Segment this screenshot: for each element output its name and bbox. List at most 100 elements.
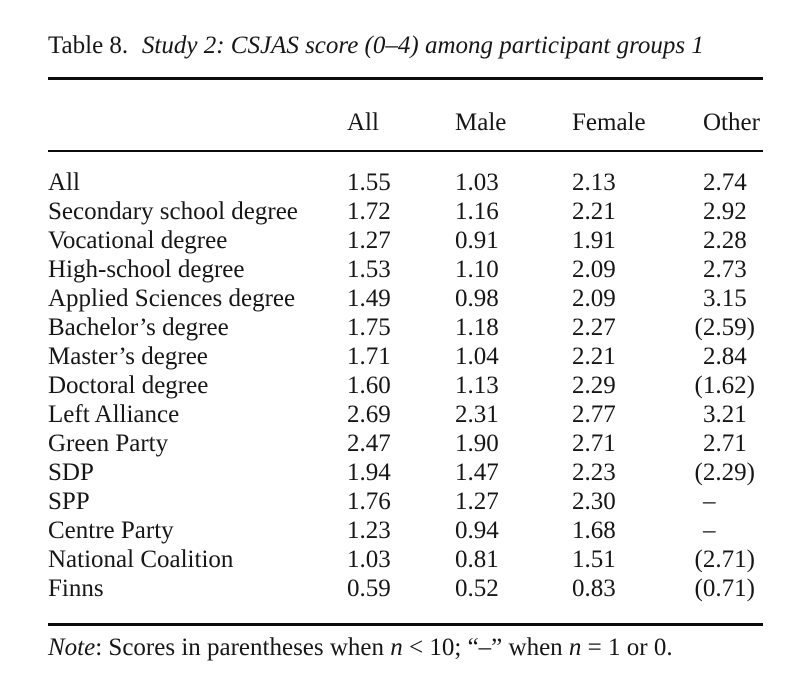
score-cell: 2.71 [703,430,747,457]
row-label: Bachelor’s degree [48,314,229,341]
score-cell: 1.10 [455,256,499,283]
score-cell: 0.81 [455,546,499,573]
table-header-row: All Male Female Other [48,78,763,152]
table-row: High-school degree 1.53 1.10 2.09 2.73 [48,255,763,284]
score-cell: 2.77 [572,401,616,428]
score-cell: 0.59 [347,575,391,602]
row-label: SDP [48,459,94,486]
score-cell: 1.71 [347,343,391,370]
score-cell: 1.04 [455,343,499,370]
score-cell: 1.76 [347,488,391,515]
table-row: Left Alliance 2.69 2.31 2.77 3.21 [48,400,763,429]
row-label: All [48,169,80,196]
score-cell: 1.23 [347,517,391,544]
row-label: High-school degree [48,256,245,283]
score-cell: 2.21 [572,198,616,225]
score-cell: 2.09 [572,285,616,312]
score-cell: – [703,488,716,515]
row-label: National Coalition [48,546,234,573]
table-row: SPP 1.76 1.27 2.30 – [48,487,763,516]
score-cell: – [703,517,716,544]
table-row: Bachelor’s degree 1.75 1.18 2.27 (2.59) [48,313,763,342]
score-cell: 1.47 [455,459,499,486]
score-cell: (2.29) [694,459,755,486]
score-cell: 2.31 [455,401,499,428]
row-label: Vocational degree [48,227,228,254]
score-cell: 1.94 [347,459,391,486]
note-italic-text: Note [48,634,96,661]
score-cell: 1.75 [347,314,391,341]
table-row: Doctoral degree 1.60 1.13 2.29 (1.62) [48,371,763,400]
score-table: All Male Female Other All 1.55 1.03 2.13 2.74 Se… [48,77,763,626]
table-row: Secondary school degree 1.72 1.16 2.21 2.92 [48,197,763,226]
score-cell: 1.03 [347,546,391,573]
score-cell: 2.28 [703,227,747,254]
row-label: Master’s degree [48,343,208,370]
table-row: Applied Sciences degree 1.49 0.98 2.09 3.15 [48,284,763,313]
score-cell: 1.18 [455,314,499,341]
row-label: SPP [48,488,90,515]
table-row: Centre Party 1.23 0.94 1.68 – [48,516,763,545]
score-cell: 1.68 [572,517,616,544]
score-cell: 1.72 [347,198,391,225]
note-italic-text: n [568,634,582,661]
score-cell: 2.71 [572,430,616,457]
score-cell: 1.55 [347,169,391,196]
table-row: Finns 0.59 0.52 0.83 (0.71) [48,574,763,625]
row-label: Applied Sciences degree [48,285,296,312]
table-row: Master’s degree 1.71 1.04 2.21 2.84 [48,342,763,371]
score-cell: (0.71) [694,575,755,602]
score-cell: 2.13 [572,169,616,196]
row-label: Left Alliance [48,401,180,428]
table-caption-title: Study 2: CSJAS score (0–4) among partici… [141,32,704,59]
score-cell: 1.16 [455,198,499,225]
note-text: = 1 or 0. [581,634,673,661]
score-cell: (2.59) [694,314,755,341]
score-cell: 2.09 [572,256,616,283]
score-cell: 1.03 [455,169,499,196]
table-row: Green Party 2.47 1.90 2.71 2.71 [48,429,763,458]
score-cell: 0.91 [455,227,499,254]
table-caption-label: Table 8. [48,32,129,59]
column-header-female: Female [572,78,703,152]
score-cell: 0.98 [455,285,499,312]
score-cell: 2.92 [703,198,747,225]
table-row: All 1.55 1.03 2.13 2.74 [48,151,763,197]
score-cell: 1.13 [455,372,499,399]
row-label: Centre Party [48,517,174,544]
score-cell: 2.74 [703,169,747,196]
score-cell: 0.52 [455,575,499,602]
score-cell: 2.23 [572,459,616,486]
score-cell: 0.94 [455,517,499,544]
table-row: SDP 1.94 1.47 2.23 (2.29) [48,458,763,487]
row-label: Green Party [48,430,169,457]
header-stub-cell [48,78,347,152]
score-cell: 1.60 [347,372,391,399]
score-cell: 1.90 [455,430,499,457]
score-cell: (1.62) [694,372,755,399]
column-header-other: Other [703,78,763,152]
table-caption: Table 8. Study 2: CSJAS score (0–4) among… [48,31,763,61]
score-cell: (2.71) [694,546,755,573]
score-cell: 2.73 [703,256,747,283]
note-text: : Scores in parentheses when [95,634,391,661]
column-header-all: All [347,78,455,152]
row-label: Secondary school degree [48,198,298,225]
score-cell: 3.21 [703,401,747,428]
score-cell: 3.15 [703,285,747,312]
note-text: < 10; “–” when [402,634,569,661]
score-cell: 1.27 [455,488,499,515]
score-cell: 2.30 [572,488,616,515]
score-cell: 2.84 [703,343,747,370]
score-cell: 1.49 [347,285,391,312]
score-cell: 1.51 [572,546,616,573]
score-cell: 1.27 [347,227,391,254]
score-cell: 1.53 [347,256,391,283]
score-cell: 2.69 [347,401,391,428]
row-label: Doctoral degree [48,372,209,399]
score-cell: 2.29 [572,372,616,399]
column-header-male: Male [455,78,572,152]
score-cell: 1.91 [572,227,616,254]
score-cell: 2.27 [572,314,616,341]
